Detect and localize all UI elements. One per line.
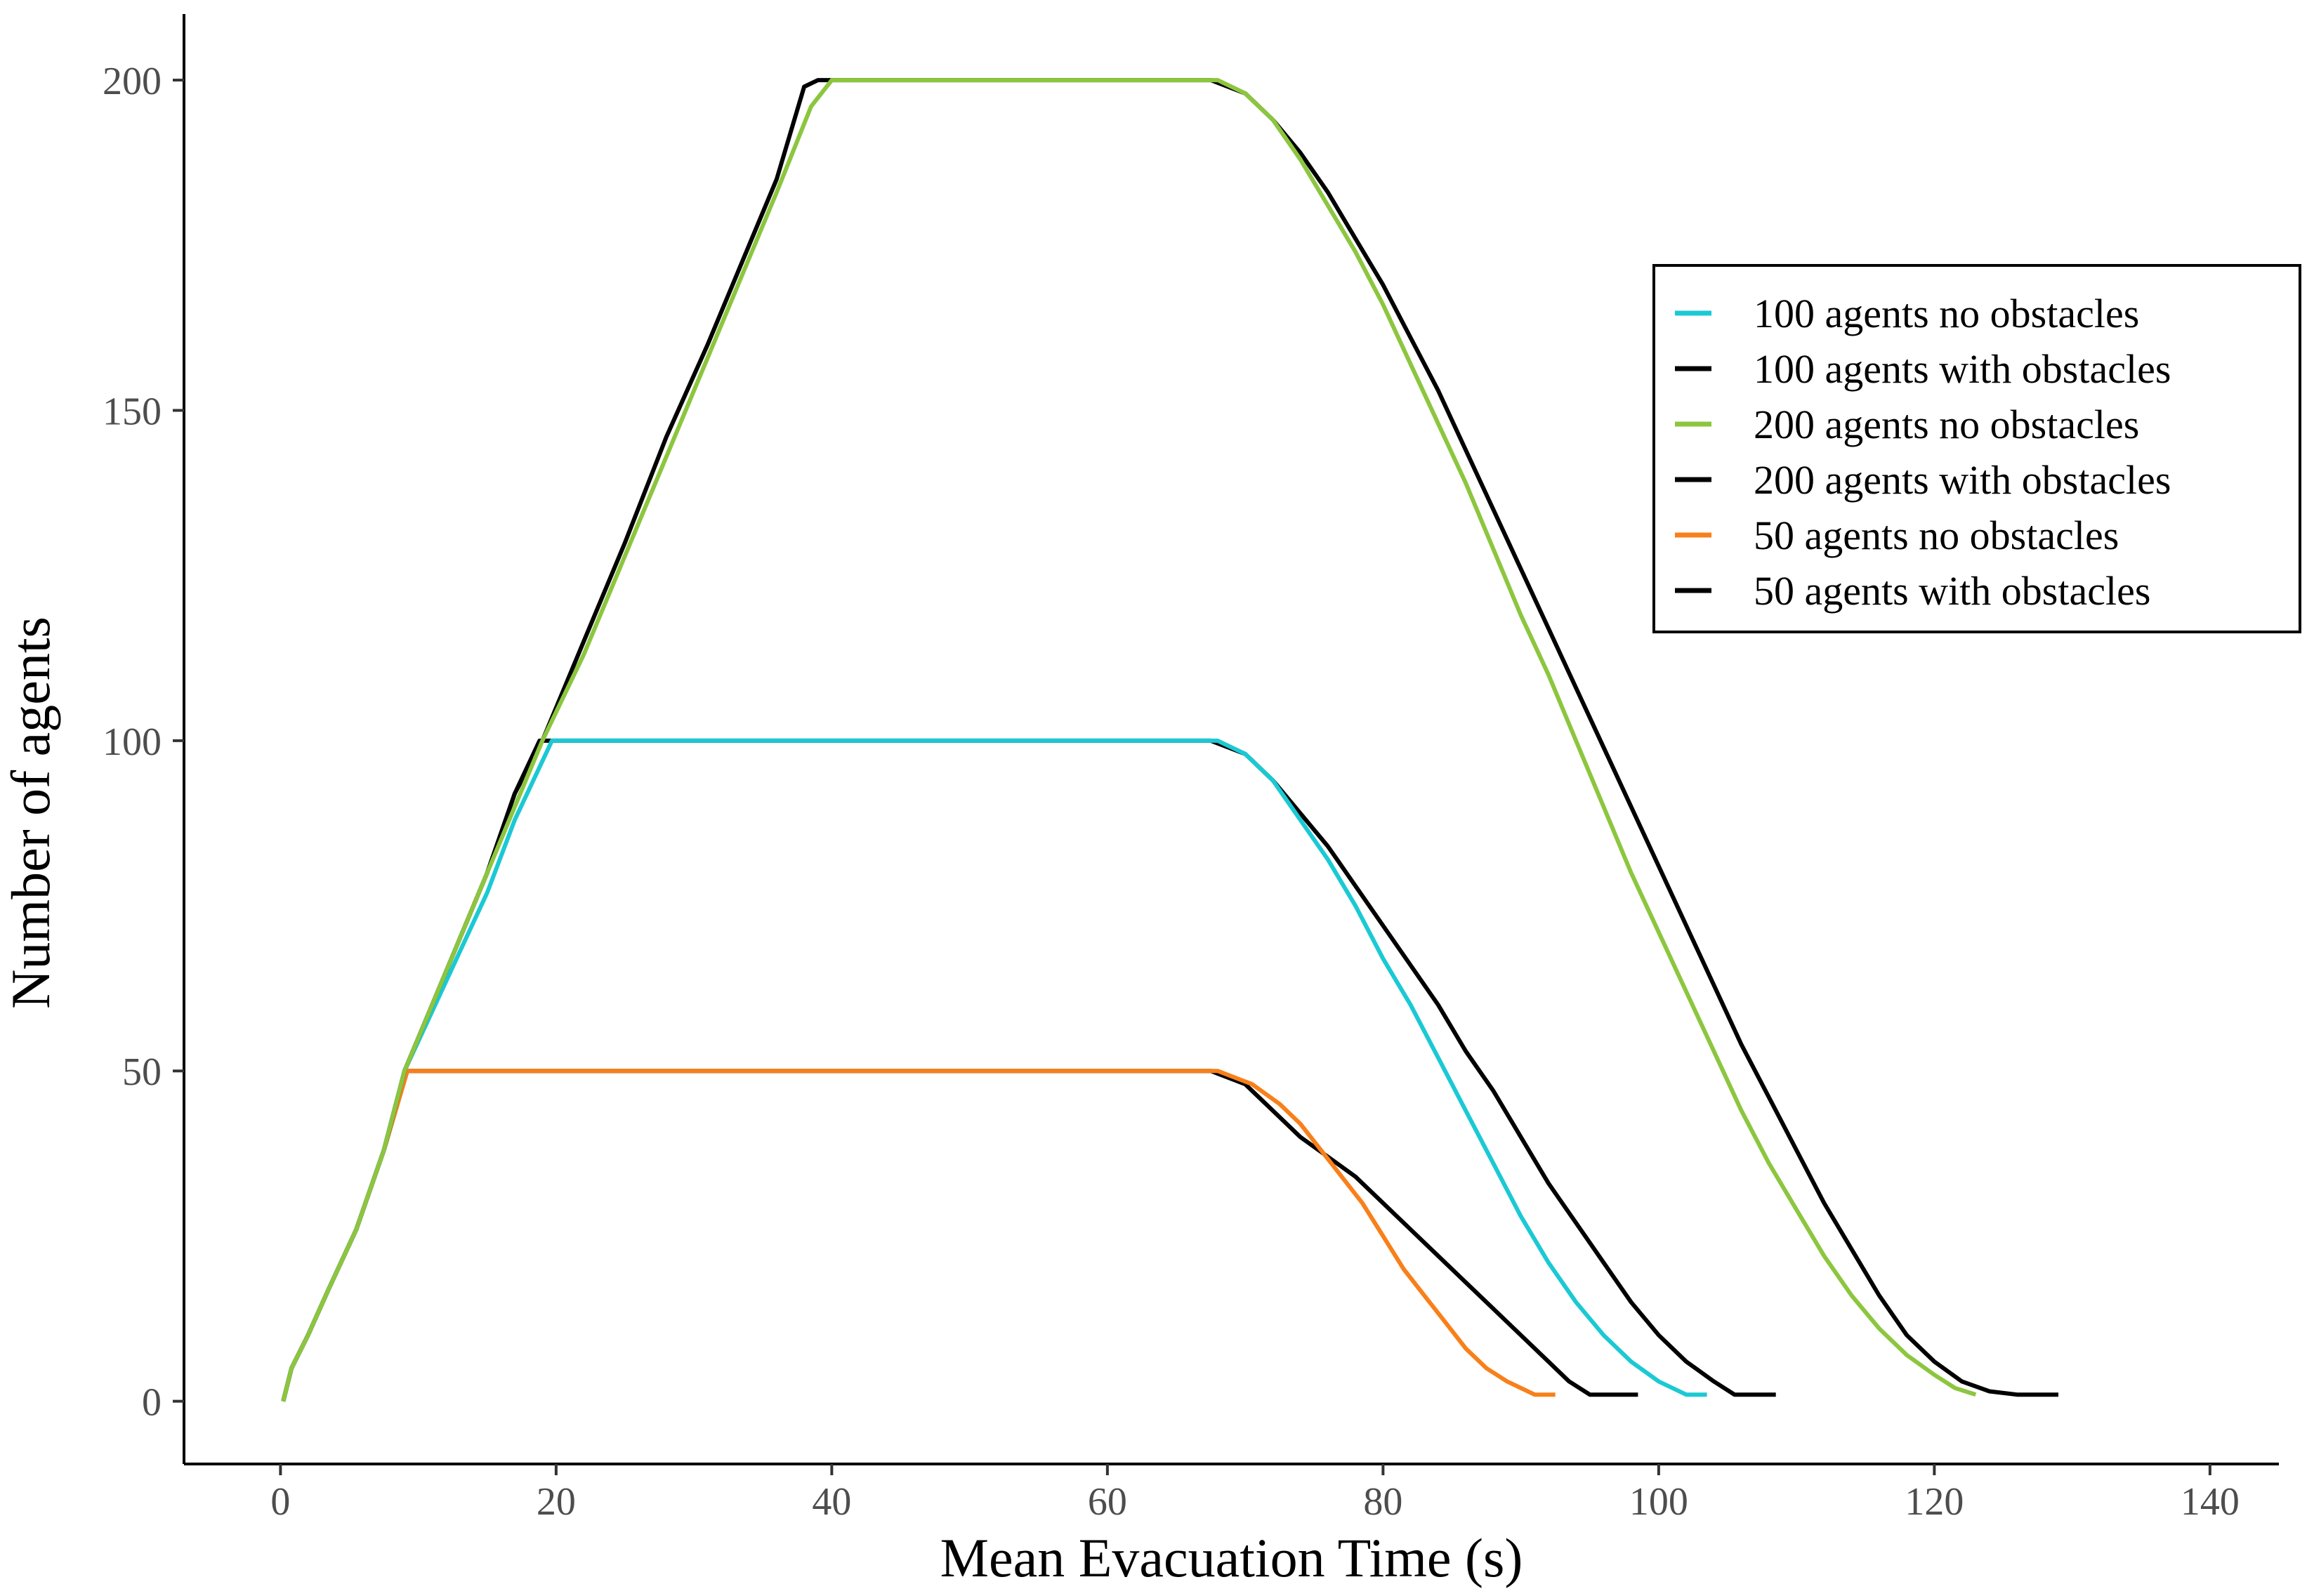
series-line-50-agents-with-obstacles (281, 1069, 1638, 1402)
axes (183, 14, 2279, 1465)
y-tick-label: 150 (103, 390, 162, 433)
series-line-50-agents-no-obstacles (281, 1069, 1556, 1402)
y-tick-label: 100 (103, 720, 162, 764)
series-line-200-agents-no-obstacles (281, 78, 1977, 1402)
legend-label: 200 agents with obstacles (1754, 457, 2171, 503)
x-ticks: 0 20 40 60 80 100 120 140 (270, 1464, 2240, 1524)
x-tick-label: 80 (1363, 1480, 1402, 1524)
x-tick-label: 100 (1629, 1480, 1688, 1524)
y-axis-title: Number of agents (0, 616, 61, 1009)
y-tick-label: 50 (122, 1050, 162, 1094)
series-layer (281, 78, 2058, 1402)
x-tick-label: 0 (270, 1480, 290, 1524)
x-tick-label: 20 (537, 1480, 576, 1524)
x-axis-title: Mean Evacuation Time (s) (940, 1527, 1523, 1588)
x-tick-label: 60 (1088, 1480, 1127, 1524)
legend-label: 50 agents no obstacles (1754, 513, 2119, 558)
x-tick-label: 40 (812, 1480, 851, 1524)
legend-box (1652, 264, 2301, 633)
legend-label: 200 agents no obstacles (1754, 402, 2139, 447)
x-tick-label: 120 (1905, 1480, 1964, 1524)
legend-label: 50 agents with obstacles (1754, 568, 2150, 614)
x-tick-label: 140 (2181, 1480, 2240, 1524)
y-tick-label: 0 (142, 1381, 162, 1425)
legend-label: 100 agents with obstacles (1754, 346, 2171, 392)
legend: 100 agents no obstacles 100 agents with o… (1652, 264, 2301, 633)
y-tick-label: 200 (103, 60, 162, 103)
legend-label: 100 agents no obstacles (1754, 291, 2139, 336)
y-ticks: 0 50 100 150 200 (103, 60, 184, 1425)
